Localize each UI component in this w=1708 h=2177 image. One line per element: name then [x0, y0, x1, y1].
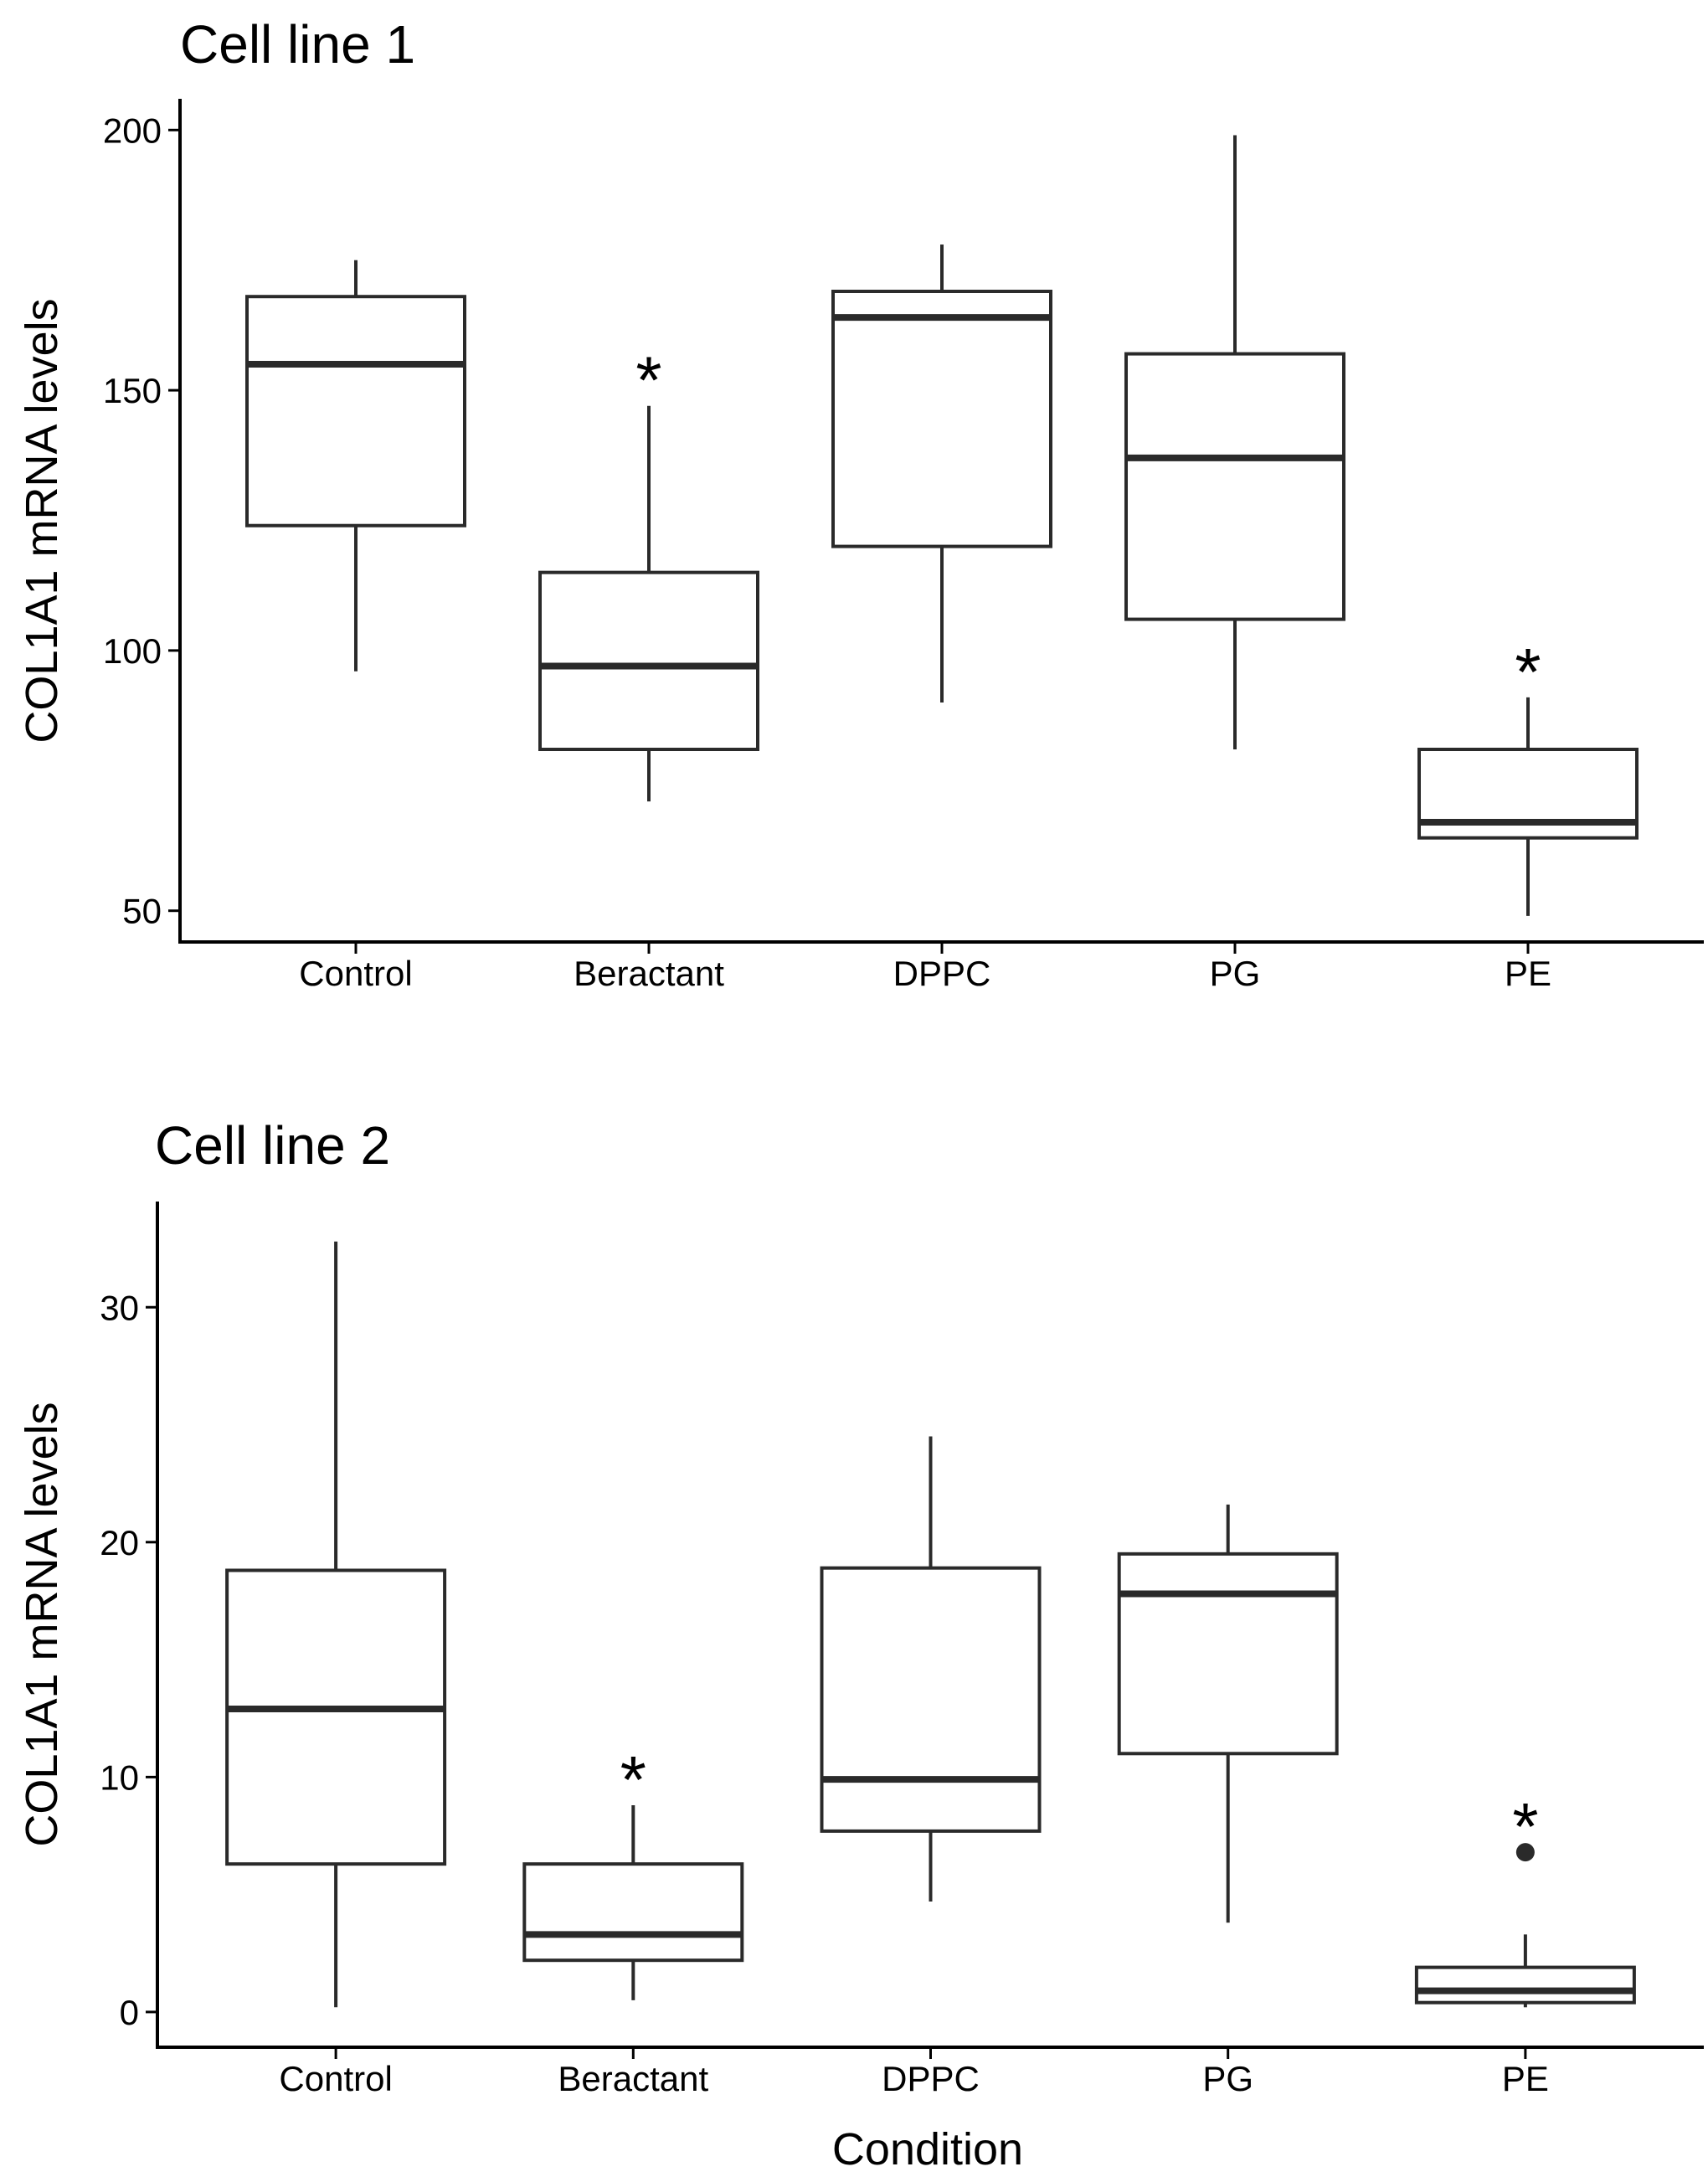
significance-star: * — [635, 343, 661, 418]
y-tick-label: 0 — [120, 1993, 139, 2032]
box-iqr — [522, 1862, 744, 1963]
box-iqr — [225, 1568, 447, 1866]
significance-star: * — [1512, 1789, 1538, 1864]
y-tick-label: 200 — [103, 111, 162, 150]
panel-cell-line-1: Cell line 1 COL1A1 mRNA levels 50 100 150 2… — [17, 14, 1704, 993]
x-tick-label: DPPC — [882, 2059, 980, 2098]
y-tick-label: 100 — [103, 631, 162, 671]
x-tick-label: PG — [1210, 954, 1261, 993]
x-tick-label: Control — [279, 2059, 392, 2098]
box-iqr — [1117, 1552, 1339, 1756]
y-tick-label: 20 — [100, 1523, 139, 1562]
y-tick-label: 10 — [100, 1758, 139, 1797]
x-tick-label: DPPC — [893, 954, 991, 993]
chart-title: Cell line 1 — [180, 14, 415, 75]
y-tick-label: 50 — [122, 892, 162, 931]
x-tick-label: Beractant — [574, 954, 724, 993]
x-tick-label: PE — [1505, 954, 1551, 993]
y-axis-label: COL1A1 mRNA levels — [17, 298, 67, 743]
x-tick-label: Control — [299, 954, 412, 993]
outlier-point — [1515, 1843, 1535, 1862]
box-iqr — [245, 295, 466, 528]
box-iqr — [820, 1566, 1042, 1833]
significance-star: * — [1515, 635, 1541, 709]
x-axis-label: Condition — [832, 2124, 1023, 2174]
y-axis-label: COL1A1 mRNA levels — [17, 1402, 67, 1846]
y-tick-label: 30 — [100, 1288, 139, 1327]
box-iqr — [831, 289, 1052, 548]
box-iqr — [1414, 1965, 1636, 2005]
x-tick-label: PG — [1202, 2059, 1253, 2098]
box-iqr — [1124, 352, 1345, 621]
chart-title: Cell line 2 — [155, 1115, 390, 1176]
box-iqr — [538, 570, 759, 752]
panel-cell-line-2: Cell line 2 COL1A1 mRNA levels Condition… — [17, 1115, 1704, 2174]
x-tick-label: Beractant — [558, 2059, 708, 2098]
significance-star: * — [620, 1742, 646, 1817]
x-tick-label: PE — [1502, 2059, 1549, 2098]
y-tick-label: 150 — [103, 371, 162, 410]
